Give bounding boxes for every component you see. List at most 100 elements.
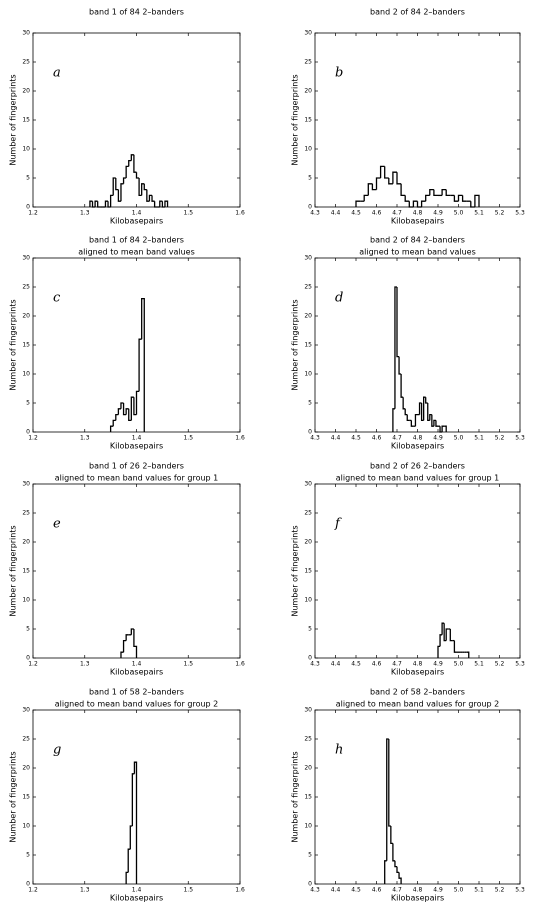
y-tick-label: 5	[26, 852, 30, 859]
histogram-bin	[435, 420, 438, 427]
histogram-bin	[122, 639, 127, 653]
y-tick-label: 10	[304, 823, 312, 830]
x-tick-label: 1.3	[80, 435, 90, 442]
x-tick-label: 4.8	[413, 887, 423, 894]
histogram-bin	[363, 194, 369, 202]
histogram-bin	[89, 200, 93, 207]
x-tick-label: 4.4	[331, 210, 341, 217]
x-tick-label: 4.8	[413, 661, 423, 668]
x-tick-label: 1.5	[183, 435, 193, 442]
y-tick-label: 10	[22, 371, 30, 378]
histogram-bin	[130, 154, 134, 161]
y-tick-label: 25	[304, 59, 312, 66]
x-tick-label: 1.5	[183, 887, 193, 894]
y-tick-label: 30	[304, 30, 312, 37]
histogram-bin	[439, 426, 443, 433]
y-axis-label: Number of fingerprints	[291, 751, 300, 842]
y-tick-label: 25	[22, 510, 30, 517]
y-axis-label: Number of fingerprints	[291, 525, 300, 616]
histogram-bin	[129, 825, 133, 850]
histogram-bin	[410, 420, 414, 427]
histogram-bin	[120, 651, 124, 658]
histogram-bin	[444, 425, 447, 432]
chart-subtitle: aligned to mean band values for group 1	[55, 474, 219, 483]
x-tick-label: 4.4	[331, 661, 341, 668]
histogram-bin	[141, 297, 145, 432]
x-tick-label: 5.0	[454, 435, 464, 442]
y-axis-label: Number of fingerprints	[9, 751, 18, 842]
y-tick-label: 20	[304, 765, 312, 772]
x-tick-label: 4.9	[433, 210, 443, 217]
plot-frame	[32, 483, 241, 659]
y-tick-label: 30	[304, 707, 312, 714]
x-axis-label: Kilobasepairs	[391, 668, 444, 677]
x-tick-label: 4.6	[372, 435, 382, 442]
histogram-bin	[433, 189, 438, 197]
histogram-bin	[125, 408, 129, 415]
y-tick-label: 25	[22, 59, 30, 66]
histogram-bin	[138, 338, 142, 392]
y-tick-label: 15	[22, 794, 30, 801]
y-tick-label: 20	[304, 313, 312, 320]
x-tick-label: 4.9	[433, 435, 443, 442]
chart-subtitle: aligned to mean band values for group 1	[336, 474, 500, 483]
x-tick-label: 5.0	[454, 887, 464, 894]
y-tick-label: 25	[304, 510, 312, 517]
panel-letter: b	[335, 66, 343, 81]
y-tick-label: 15	[22, 117, 30, 124]
histogram-bin	[474, 194, 480, 207]
y-tick-label: 5	[308, 175, 312, 182]
histogram-bin	[159, 200, 163, 207]
histogram-bin	[133, 397, 137, 416]
x-tick-label: 4.3	[310, 887, 320, 894]
histogram-bin	[143, 183, 147, 191]
histogram-bin	[392, 408, 395, 432]
histogram-bin	[416, 201, 422, 208]
x-tick-label: 1.2	[28, 210, 38, 217]
histogram-bin	[412, 200, 418, 207]
histogram-bin	[135, 172, 140, 179]
histogram-bin	[133, 154, 137, 173]
y-tick-label: 30	[304, 255, 312, 262]
y-tick-label: 20	[22, 313, 30, 320]
x-tick-label: 5.0	[454, 661, 464, 668]
histogram-bin	[388, 739, 391, 827]
x-tick-label: 4.3	[310, 435, 320, 442]
y-axis-label: Number of fingerprints	[9, 525, 18, 616]
y-tick-label: 0	[26, 204, 30, 211]
x-tick-label: 5.1	[474, 887, 484, 894]
chart-title: band 1 of 84 2–banders	[89, 8, 184, 17]
x-tick-label: 1.4	[132, 661, 142, 668]
histogram-bin	[453, 195, 459, 202]
histogram-bin	[441, 622, 445, 635]
histogram-bin	[112, 177, 116, 196]
y-tick-label: 5	[26, 400, 30, 407]
histogram-bin	[396, 172, 402, 185]
histogram-bin	[398, 872, 402, 884]
y-tick-label: 15	[22, 568, 30, 575]
panel-letter: h	[335, 743, 343, 758]
y-tick-label: 15	[304, 117, 312, 124]
histogram-bin	[443, 623, 447, 642]
x-tick-label: 4.3	[310, 210, 320, 217]
x-tick-label: 4.5	[351, 210, 361, 217]
x-tick-label: 1.5	[183, 661, 193, 668]
y-tick-label: 20	[304, 539, 312, 546]
panel-letter: e	[53, 517, 61, 532]
x-tick-label: 4.7	[392, 210, 402, 217]
chart-title: band 1 of 58 2–banders	[89, 688, 184, 697]
histogram-bin	[130, 396, 134, 421]
histogram-bin	[371, 183, 377, 191]
chart-subtitle: aligned to mean band values	[359, 248, 476, 257]
x-tick-label: 5.3	[515, 210, 525, 217]
y-tick-label: 30	[22, 481, 30, 488]
x-tick-label: 4.7	[392, 661, 402, 668]
histogram-bin	[127, 848, 131, 873]
histogram-bin	[445, 628, 449, 641]
histogram-bin	[427, 403, 430, 422]
histogram-bin	[429, 413, 432, 421]
x-tick-label: 5.1	[474, 661, 484, 668]
x-tick-label: 1.4	[132, 435, 142, 442]
panel-letter: f	[334, 517, 342, 532]
panel: band 1 of 84 2–banders aligned to mean ba…	[9, 236, 245, 451]
